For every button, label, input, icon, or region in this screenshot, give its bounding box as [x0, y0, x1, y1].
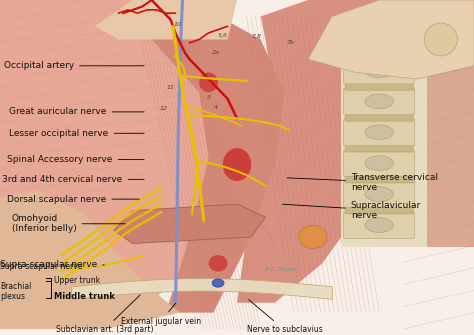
Text: 7,8: 7,8 — [251, 35, 261, 39]
Text: 3rd and 4th cervical nerve: 3rd and 4th cervical nerve — [2, 175, 144, 184]
FancyBboxPatch shape — [344, 119, 415, 146]
Text: plexus: plexus — [0, 292, 25, 302]
FancyBboxPatch shape — [344, 57, 415, 84]
Text: Lesser occipital nerve: Lesser occipital nerve — [9, 129, 144, 138]
Ellipse shape — [299, 225, 327, 249]
Text: Brachial: Brachial — [0, 282, 31, 291]
Text: 5,6: 5,6 — [218, 33, 228, 38]
FancyBboxPatch shape — [345, 53, 413, 59]
Ellipse shape — [365, 156, 393, 171]
Text: Subclavian art. (3rd part): Subclavian art. (3rd part) — [55, 295, 153, 334]
Text: 3: 3 — [207, 94, 210, 99]
Polygon shape — [341, 16, 427, 247]
Ellipse shape — [216, 212, 239, 235]
FancyBboxPatch shape — [344, 150, 415, 177]
Ellipse shape — [365, 63, 393, 78]
FancyBboxPatch shape — [345, 84, 413, 90]
Text: Supraclavicular
nerve: Supraclavicular nerve — [283, 201, 421, 220]
Text: Omohyoid
(Inferior belly): Omohyoid (Inferior belly) — [12, 214, 125, 233]
Text: Occipital artery: Occipital artery — [4, 61, 144, 70]
Polygon shape — [403, 0, 474, 247]
Ellipse shape — [223, 148, 251, 181]
Polygon shape — [237, 0, 403, 303]
FancyBboxPatch shape — [345, 22, 413, 28]
Text: 7b: 7b — [286, 40, 294, 45]
Polygon shape — [0, 191, 180, 329]
Text: Transverse cervical
nerve: Transverse cervical nerve — [287, 173, 438, 192]
FancyBboxPatch shape — [344, 88, 415, 115]
Polygon shape — [0, 0, 228, 329]
Text: Upper trunk: Upper trunk — [54, 276, 100, 285]
Ellipse shape — [365, 218, 393, 232]
FancyBboxPatch shape — [345, 207, 413, 214]
Ellipse shape — [365, 94, 393, 109]
Ellipse shape — [424, 23, 457, 56]
Ellipse shape — [365, 125, 393, 140]
Ellipse shape — [365, 187, 393, 202]
FancyBboxPatch shape — [345, 115, 413, 121]
Text: P.C. Moher: P.C. Moher — [265, 267, 299, 272]
Text: 4: 4 — [214, 106, 218, 111]
Text: 10: 10 — [174, 22, 182, 27]
Ellipse shape — [199, 72, 218, 92]
Text: 2a: 2a — [212, 50, 219, 55]
Text: Dorsal scapular nerve: Dorsal scapular nerve — [7, 195, 139, 204]
Polygon shape — [308, 0, 474, 79]
Polygon shape — [95, 0, 237, 40]
Text: Great auricular nerve: Great auricular nerve — [9, 108, 144, 116]
Polygon shape — [114, 204, 265, 244]
Text: External jugular vein: External jugular vein — [121, 303, 201, 326]
Text: 11: 11 — [167, 85, 174, 90]
Ellipse shape — [212, 279, 224, 287]
FancyBboxPatch shape — [344, 181, 415, 208]
Polygon shape — [133, 0, 284, 313]
Ellipse shape — [209, 255, 228, 271]
Text: Supra-scapular nerve: Supra-scapular nerve — [0, 262, 82, 271]
FancyBboxPatch shape — [345, 145, 413, 152]
FancyBboxPatch shape — [344, 212, 415, 239]
FancyBboxPatch shape — [345, 177, 413, 183]
FancyBboxPatch shape — [344, 26, 415, 53]
Ellipse shape — [365, 32, 393, 47]
Text: Spinal Accessory nerve: Spinal Accessory nerve — [7, 155, 144, 164]
Text: 12: 12 — [160, 106, 167, 111]
Text: Supra-scapular nerve: Supra-scapular nerve — [0, 260, 104, 269]
Text: Middle trunk: Middle trunk — [54, 292, 114, 301]
Text: Nerve to subclavius: Nerve to subclavius — [246, 299, 322, 334]
